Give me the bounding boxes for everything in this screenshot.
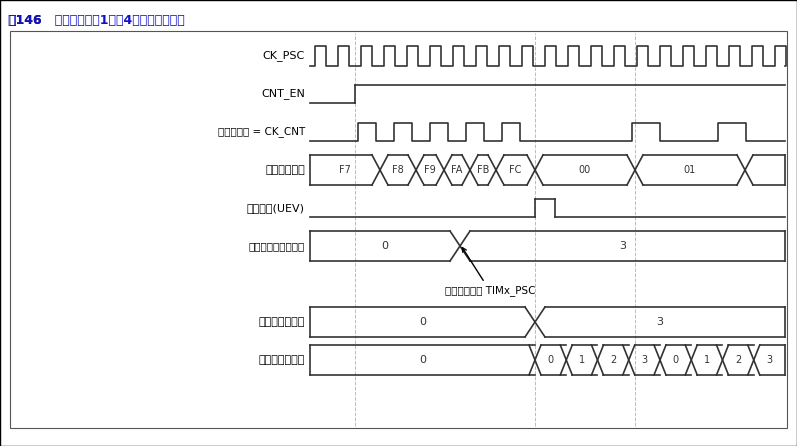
Text: 写新的数值至 TIMx_PSC: 写新的数值至 TIMx_PSC [445,248,536,297]
Text: 1: 1 [704,355,710,365]
Text: 3: 3 [619,241,626,251]
Text: 0: 0 [419,317,426,327]
Text: F8: F8 [392,165,404,175]
Text: 3: 3 [657,317,663,327]
Text: F7: F7 [339,165,351,175]
Text: F9: F9 [424,165,436,175]
Text: 预分频器计数器: 预分频器计数器 [258,355,305,365]
Text: 预分频器缓冲器: 预分频器缓冲器 [258,317,305,327]
Text: 0: 0 [673,355,679,365]
Text: 图146   预分频系数从1变到4的计数器时序图: 图146 预分频系数从1变到4的计数器时序图 [8,14,185,27]
Text: 0: 0 [419,355,426,365]
Text: 0: 0 [548,355,554,365]
Text: 更新事件(UEV): 更新事件(UEV) [247,203,305,213]
Text: 00: 00 [579,165,591,175]
Text: CK_PSC: CK_PSC [263,50,305,62]
Text: 2: 2 [610,355,616,365]
Text: FB: FB [477,165,489,175]
Text: 计数器寄存器: 计数器寄存器 [265,165,305,175]
Text: 01: 01 [684,165,696,175]
Text: 图146: 图146 [8,14,41,27]
Text: 定时器时钟 = CK_CNT: 定时器时钟 = CK_CNT [218,127,305,137]
Text: 3: 3 [766,355,772,365]
Text: 1: 1 [579,355,585,365]
Text: 3: 3 [642,355,647,365]
Bar [10,31,787,428]
Text: FC: FC [509,165,522,175]
Text: CNT_EN: CNT_EN [261,89,305,99]
Text: 预分频器控制寄存器: 预分频器控制寄存器 [249,241,305,251]
Text: FA: FA [451,165,463,175]
Text: 2: 2 [735,355,741,365]
Text: 0: 0 [382,241,388,251]
